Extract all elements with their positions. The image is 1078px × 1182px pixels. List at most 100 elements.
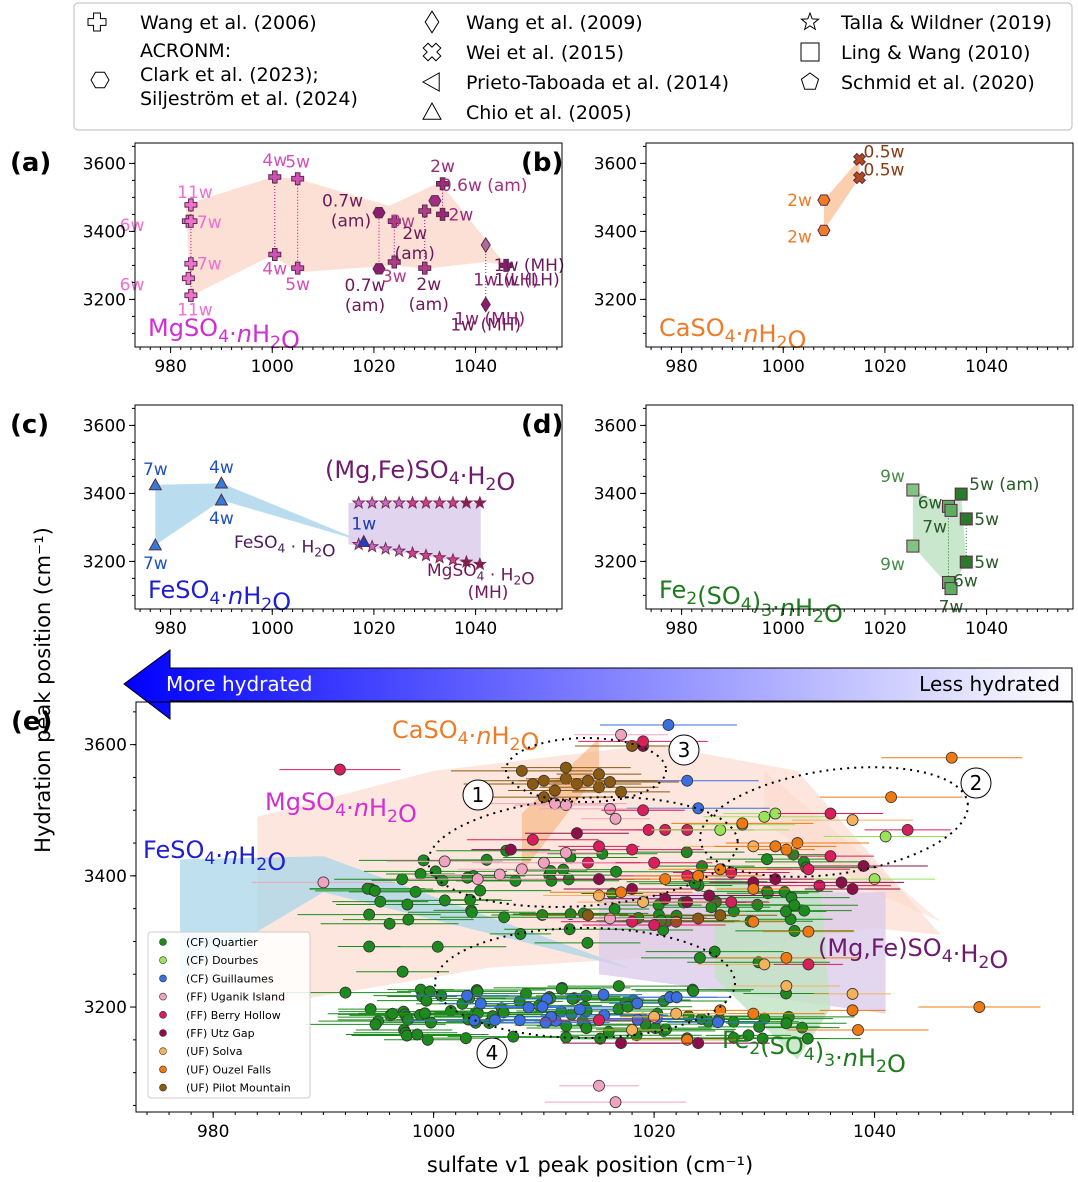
title-part: Fe xyxy=(722,1026,749,1054)
point-label: 1w (MH) xyxy=(454,310,525,330)
point-label: 4w xyxy=(262,151,287,171)
title-part: 4 xyxy=(477,569,485,583)
point-label: 0.5w xyxy=(864,161,905,181)
data-point-7 xyxy=(852,1024,864,1036)
legend-label: Prieto-Taboada et al. (2014) xyxy=(466,72,729,94)
data-point-0 xyxy=(396,873,409,886)
series-legend-label: (UF) Ouzel Falls xyxy=(186,1063,271,1076)
panel-title: CaSO4·nH2O xyxy=(659,314,806,354)
title-part: O xyxy=(272,588,291,616)
data-point-4 xyxy=(813,879,826,892)
data-point-7 xyxy=(747,915,760,928)
y-tick-label: 3200 xyxy=(594,290,637,310)
x-tick-label: 1020 xyxy=(632,1122,675,1142)
legend-marker-triangle-up-icon xyxy=(422,101,442,120)
point-label: 4w xyxy=(209,509,234,529)
data-point-4 xyxy=(725,866,738,879)
data-point-0 xyxy=(465,906,478,919)
panel-foreground: 2w 2w 0.5w0.5w CaSO4·nH2O xyxy=(659,142,905,354)
data-point-7 xyxy=(659,873,672,886)
data-point-3 xyxy=(609,812,622,825)
y-tick-label: 3200 xyxy=(83,290,126,310)
x-tick-label: 1000 xyxy=(251,357,294,377)
data-point-7 xyxy=(802,925,815,938)
data-point-0 xyxy=(581,936,594,949)
region-label-mg: MgSO4·nH2O xyxy=(265,788,417,828)
x-tick-label: 1040 xyxy=(965,619,1008,639)
y-tick-label: 3600 xyxy=(594,154,637,174)
title-part: n xyxy=(354,794,369,822)
data-point-2 xyxy=(468,1014,481,1027)
data-point-x xyxy=(852,152,867,166)
data-point-4 xyxy=(648,856,661,869)
data-point-plus xyxy=(436,177,450,191)
title-part: n xyxy=(780,594,795,622)
data-point-4 xyxy=(637,735,649,748)
data-point-0 xyxy=(368,884,381,897)
legend-marker-plus-icon xyxy=(87,12,107,32)
region-fe2 xyxy=(180,856,633,978)
data-point-3 xyxy=(438,855,451,868)
cluster-label: 3 xyxy=(678,738,691,762)
data-point-3 xyxy=(560,799,572,811)
cluster-label: 1 xyxy=(472,783,485,807)
data-point-plus xyxy=(418,261,432,275)
data-point-0 xyxy=(339,986,352,999)
y-tick-label: 3400 xyxy=(84,867,127,887)
data-point-6 xyxy=(846,988,859,1000)
title-part: 2 xyxy=(387,807,398,827)
point-label: 7w xyxy=(197,255,222,275)
cluster-badge xyxy=(462,779,494,811)
title-part: FeSO xyxy=(234,533,277,553)
data-point-0 xyxy=(474,884,487,897)
data-point-0 xyxy=(761,853,773,866)
point-label: 2w xyxy=(449,205,474,225)
data-point-6 xyxy=(758,958,771,971)
point-label: 1w (MH) xyxy=(450,316,521,336)
data-point-4 xyxy=(637,804,649,817)
region-label-ca: CaSO4·nH2O xyxy=(392,716,539,756)
star-point xyxy=(365,495,380,509)
star-point xyxy=(472,495,487,509)
cluster-label: 4 xyxy=(486,1041,499,1065)
data-point-7 xyxy=(945,751,958,764)
x-tick-label: 980 xyxy=(154,619,186,639)
title-part: 4 xyxy=(209,589,220,609)
data-point-triangle-up xyxy=(214,493,229,506)
data-point-2 xyxy=(681,774,694,787)
data-point-2 xyxy=(573,1003,586,1016)
data-point-5 xyxy=(571,827,583,840)
data-point-2 xyxy=(670,991,683,1004)
legend-marker-pentagon-icon xyxy=(800,72,820,90)
data-point-8 xyxy=(560,761,572,774)
star-point xyxy=(351,495,366,509)
data-point-0 xyxy=(758,1012,771,1025)
point-label: 2w xyxy=(430,157,455,177)
star-point xyxy=(405,495,420,510)
data-point-square xyxy=(959,555,973,569)
data-point-hexagon xyxy=(428,195,442,207)
legend-label: Talla & Wildner (2019) xyxy=(840,12,1052,34)
data-point-0 xyxy=(610,865,622,878)
data-point-4 xyxy=(593,1014,605,1027)
point-label: 2w xyxy=(402,224,427,244)
title-part: 2 xyxy=(261,595,272,615)
star-point xyxy=(432,495,447,509)
data-point-6 xyxy=(648,1010,661,1023)
data-point-0 xyxy=(580,989,593,1002)
star-point xyxy=(405,545,420,560)
y-tick-label: 3200 xyxy=(84,998,127,1018)
data-point-hexagon xyxy=(372,263,386,275)
title-part: O xyxy=(267,848,286,876)
data-point-7 xyxy=(769,840,782,853)
panel-e: CaSO4·nH2OMgSO4·nH2OFeSO4·nH2O(Mg,Fe)SO4… xyxy=(11,701,1074,1142)
panel-b: 2w 2w 0.5w0.5w CaSO4·nH2O 980 1000 1020 1040 320… xyxy=(521,142,1074,377)
point-label: (am) xyxy=(409,295,449,315)
series-legend-label: (CF) Guillaumes xyxy=(186,972,274,985)
data-point-diamond xyxy=(480,296,491,313)
annotation-feso4: FeSO4 · H2O xyxy=(234,533,335,562)
data-point-8 xyxy=(526,778,539,790)
